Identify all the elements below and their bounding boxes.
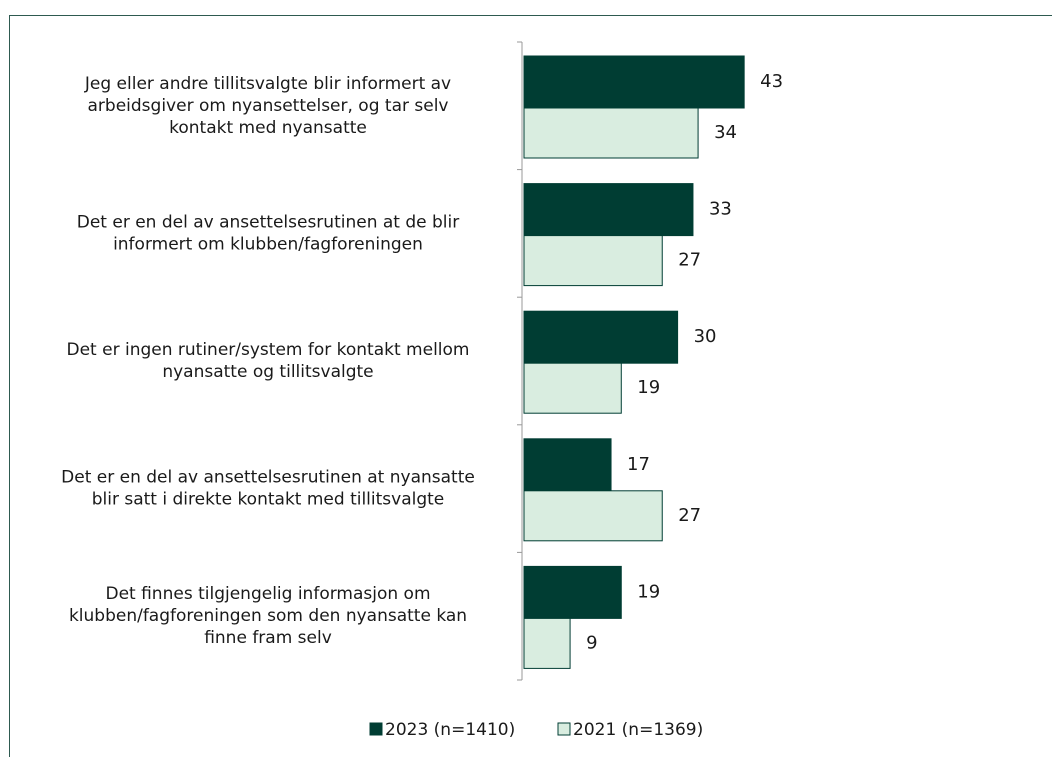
bar bbox=[523, 310, 679, 364]
category-label: Det er ingen rutiner/system for kontakt … bbox=[67, 340, 470, 360]
category-label: nyansatte og tillitsvalgte bbox=[162, 362, 373, 382]
value-label: 19 bbox=[637, 581, 660, 602]
bar bbox=[523, 617, 571, 669]
category-label: kontakt med nyansatte bbox=[169, 118, 367, 138]
value-label: 9 bbox=[586, 632, 597, 653]
frame bbox=[9, 15, 1052, 757]
legend-label: 2023 (n=1410) bbox=[385, 720, 515, 740]
value-label: 27 bbox=[678, 250, 701, 271]
bar bbox=[523, 362, 622, 414]
bar bbox=[523, 490, 663, 542]
bar bbox=[523, 107, 699, 159]
value-label: 30 bbox=[694, 326, 717, 347]
bar bbox=[523, 55, 745, 109]
category-label: Det er en del av ansettelsesrutinen at d… bbox=[77, 212, 460, 232]
bar bbox=[523, 438, 612, 492]
value-label: 17 bbox=[627, 454, 650, 475]
category-label: Det finnes tilgjengelig informasjon om bbox=[105, 584, 430, 604]
value-label: 19 bbox=[637, 377, 660, 398]
value-label: 33 bbox=[709, 199, 732, 220]
category-label: klubben/fagforeningen som den nyansatte … bbox=[69, 606, 467, 626]
category-label: finne fram selv bbox=[204, 628, 332, 648]
category-label: Jeg eller andre tillitsvalgte blir infor… bbox=[84, 74, 451, 94]
legend-swatch bbox=[557, 722, 571, 736]
category-label: informert om klubben/fagforeningen bbox=[113, 234, 423, 254]
category-label: blir satt i direkte kontakt med tillitsv… bbox=[92, 490, 445, 510]
legend-swatch bbox=[369, 722, 383, 736]
value-label: 43 bbox=[760, 71, 783, 92]
legend-label: 2021 (n=1369) bbox=[573, 720, 703, 740]
category-label: arbeidsgiver om nyansettelser, og tar se… bbox=[88, 96, 449, 116]
bar bbox=[523, 235, 663, 287]
bar bbox=[523, 565, 622, 619]
value-label: 34 bbox=[714, 122, 737, 143]
category-label: Det er en del av ansettelsesrutinen at n… bbox=[61, 468, 475, 488]
value-label: 27 bbox=[678, 505, 701, 526]
bar bbox=[523, 183, 694, 237]
